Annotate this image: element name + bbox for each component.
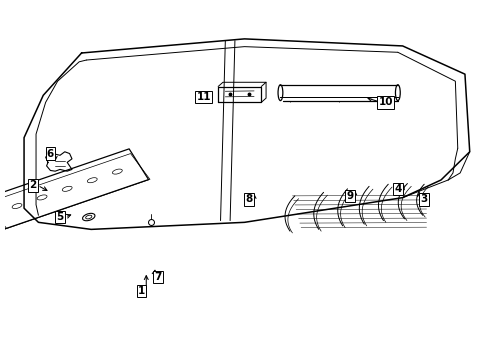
Text: 9: 9 <box>346 191 353 201</box>
Text: 6: 6 <box>47 149 54 158</box>
Text: 11: 11 <box>196 92 211 102</box>
Text: 10: 10 <box>378 98 392 107</box>
Ellipse shape <box>82 213 95 221</box>
Text: 7: 7 <box>154 272 162 282</box>
Text: 8: 8 <box>245 194 252 204</box>
Text: 5: 5 <box>56 212 63 222</box>
Text: 2: 2 <box>29 180 36 190</box>
Text: 1: 1 <box>138 286 145 296</box>
Text: 3: 3 <box>420 194 427 204</box>
Text: 4: 4 <box>393 184 401 194</box>
